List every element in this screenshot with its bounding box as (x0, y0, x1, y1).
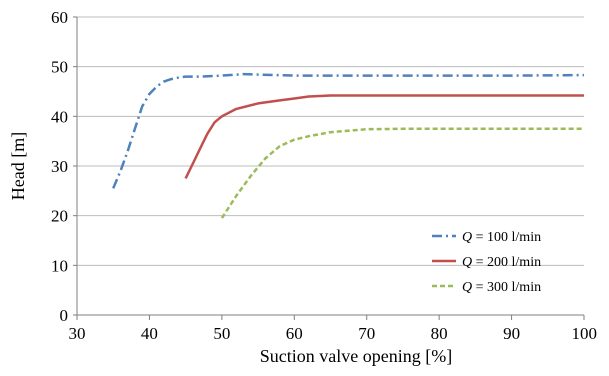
legend-label: Q = 200 l/min (462, 255, 541, 270)
x-axis-title: Suction valve opening [%] (260, 346, 452, 366)
axes (73, 16, 585, 320)
y-tick-label: 0 (60, 306, 69, 325)
y-axis-title: Head [m] (8, 132, 28, 200)
legend-label: Q = 100 l/min (462, 230, 541, 245)
y-tick-label: 50 (51, 58, 68, 77)
y-tick-label: 30 (51, 157, 68, 176)
x-tick-label: 100 (572, 324, 598, 343)
series-line-3 (220, 127, 584, 219)
series-line-1 (112, 72, 585, 189)
legend-item-2: Q = 200 l/min (432, 255, 541, 270)
gridlines (77, 16, 584, 266)
series-lines (112, 72, 585, 219)
y-tick-label: 60 (51, 8, 68, 27)
x-tick-label: 40 (141, 324, 158, 343)
legend-label: Q = 300 l/min (462, 280, 541, 295)
legend-item-1: Q = 100 l/min (432, 230, 541, 245)
x-tick-label: 60 (286, 324, 303, 343)
x-tick-label: 70 (358, 324, 375, 343)
y-tick-label: 10 (51, 256, 68, 275)
y-tick-label: 20 (51, 207, 68, 226)
x-tick-label: 80 (431, 324, 448, 343)
legend: Q = 100 l/min Q = 200 l/min Q = 300 l/min (432, 230, 541, 295)
x-tick-label: 50 (213, 324, 230, 343)
x-tick-label: 30 (69, 324, 86, 343)
legend-item-3: Q = 300 l/min (432, 280, 541, 295)
series-line-2 (184, 94, 584, 179)
x-tick-label: 90 (503, 324, 520, 343)
y-tick-label: 40 (51, 107, 68, 126)
tick-labels: 0 10 20 30 40 50 60 30 40 50 60 70 80 90 100 (51, 8, 597, 343)
